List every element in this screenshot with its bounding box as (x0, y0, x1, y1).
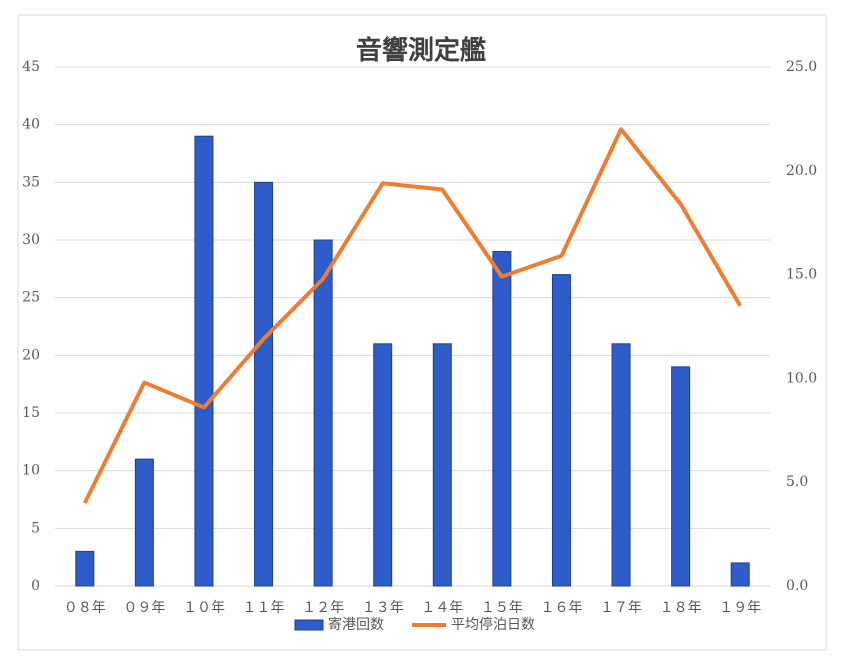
y-tick-label: 40 (22, 117, 40, 133)
y-tick-label: 45 (22, 59, 40, 75)
x-tick-label: １８年 (660, 600, 702, 616)
x-tick-label: １３年 (362, 600, 404, 616)
y2-tick-label: 20.0 (786, 163, 817, 179)
bar (611, 343, 631, 587)
y-tick-label: 30 (22, 232, 40, 248)
x-tick-label: １０年 (183, 600, 225, 616)
x-tick-label: １２年 (302, 600, 344, 616)
bar (492, 251, 512, 587)
y2-tick-label: 5.0 (786, 474, 808, 490)
x-tick-label: １４年 (421, 600, 463, 616)
bar (730, 562, 750, 587)
y-tick-label: 0 (31, 578, 40, 594)
line (82, 127, 742, 504)
y-tick-label: 25 (22, 290, 40, 306)
legend-swatch (294, 619, 324, 631)
bar (551, 274, 571, 587)
bar (313, 239, 333, 587)
x-tick-label: １６年 (540, 600, 582, 616)
bar (671, 366, 691, 587)
bar (254, 181, 274, 587)
bar (432, 343, 452, 587)
y-tick-label: 10 (22, 463, 40, 479)
y-tick-label: 20 (22, 347, 40, 363)
legend-label: 寄港回数 (328, 616, 384, 633)
bar (373, 343, 393, 587)
x-tick-label: ０８年 (64, 600, 106, 616)
x-tick-label: １１年 (243, 600, 285, 616)
y2-tick-label: 25.0 (786, 59, 817, 75)
y2-tick-label: 10.0 (786, 370, 817, 386)
x-tick-label: １７年 (600, 600, 642, 616)
bar (134, 458, 154, 587)
legend-label: 平均停泊日数 (451, 616, 535, 633)
x-tick-label: １９年 (719, 600, 761, 616)
bar (194, 135, 214, 587)
bar (75, 550, 95, 587)
x-tick-label: １５年 (481, 600, 523, 616)
y-tick-label: 15 (22, 405, 40, 421)
y2-tick-label: 15.0 (786, 267, 817, 283)
x-tick-label: ０９年 (123, 600, 165, 616)
y-tick-label: 5 (31, 520, 40, 536)
y2-tick-label: 0.0 (786, 578, 808, 594)
y-tick-label: 35 (22, 174, 40, 190)
chart-title: 音響測定艦 (356, 35, 486, 66)
